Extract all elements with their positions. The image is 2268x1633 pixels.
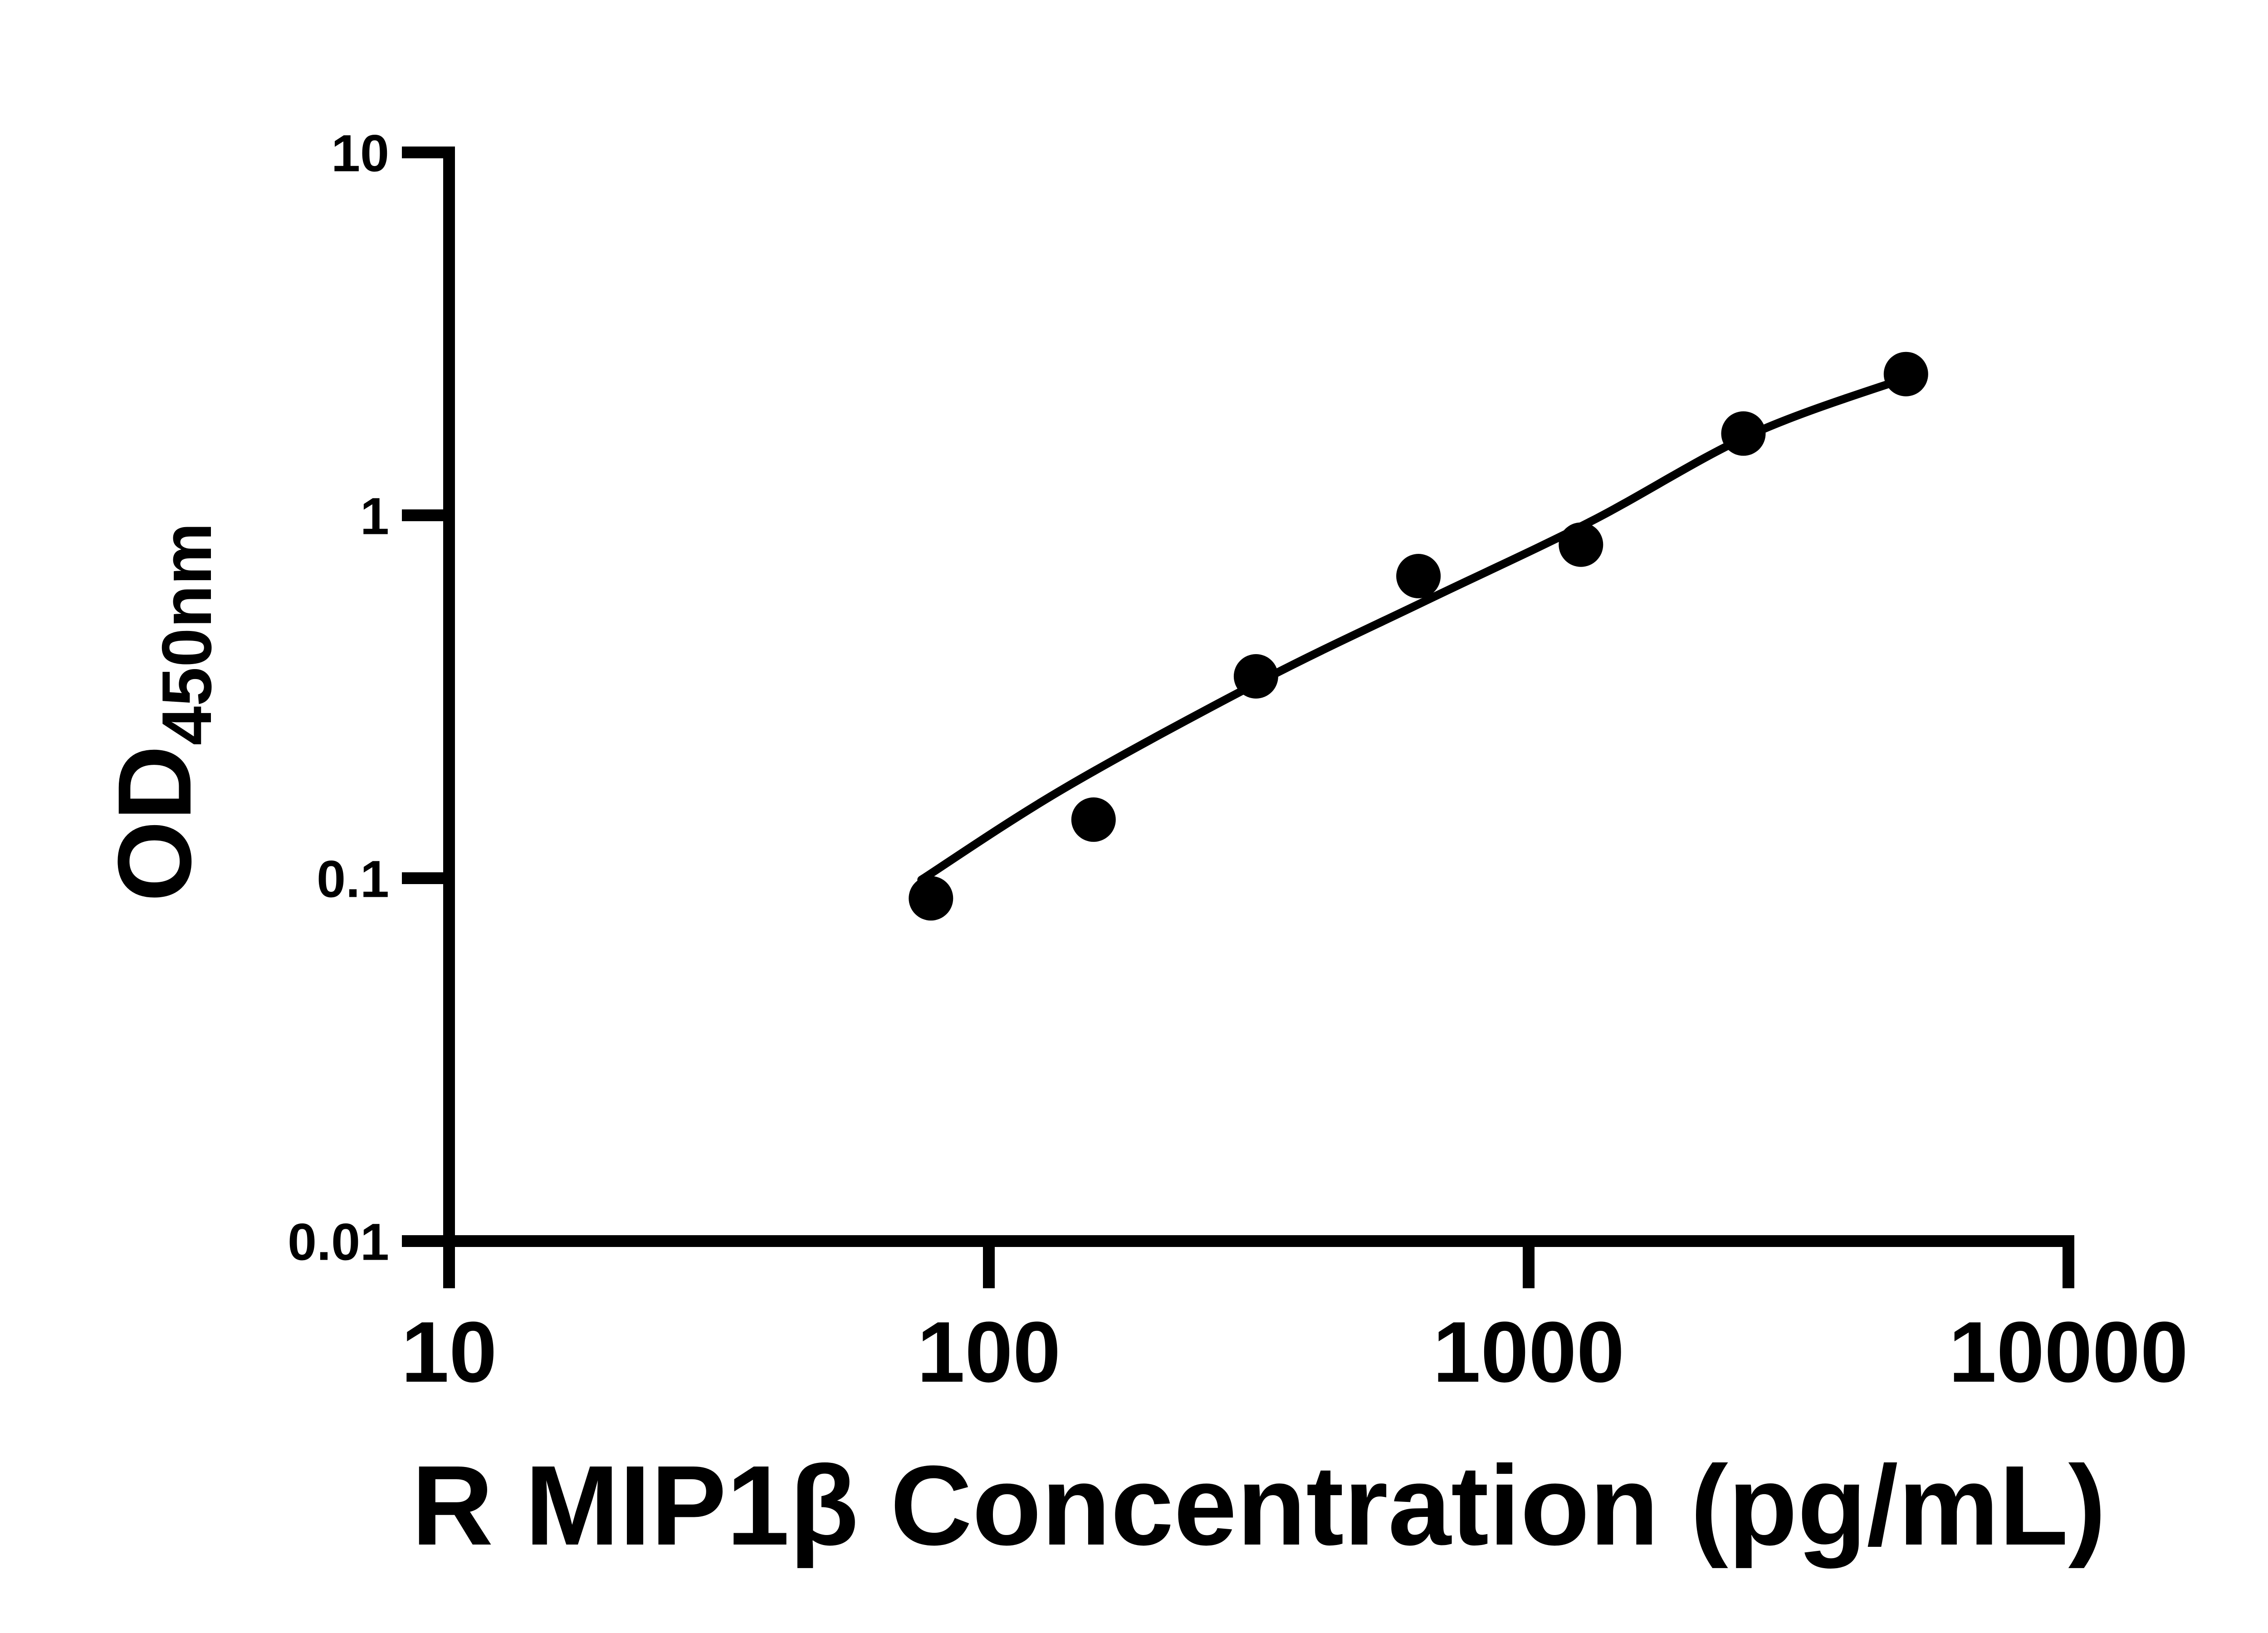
y-axis-tick-labels: 10 1 0.1 0.01 [288, 124, 389, 1271]
x-tick-label: 10000 [1949, 1304, 2188, 1400]
x-axis-title: R MIP1β Concentration (pg/mL) [411, 1442, 2106, 1569]
y-tick-label: 1 [360, 487, 389, 545]
y-axis-title-subscript: 450nm [147, 523, 226, 745]
y-tick-label: 0.1 [317, 850, 389, 908]
data-point [1559, 522, 1603, 567]
data-points [909, 352, 1928, 921]
data-point [1883, 352, 1928, 396]
data-point [1233, 654, 1278, 699]
x-tick-label: 10 [401, 1304, 497, 1400]
data-point [909, 876, 953, 921]
x-axis-ticks [443, 1241, 2074, 1288]
data-point [1721, 411, 1766, 456]
data-point [1071, 797, 1116, 842]
y-axis-ticks [402, 147, 449, 1247]
x-axis-tick-labels: 10 100 1000 10000 [401, 1304, 2188, 1400]
y-axis-title: OD450nm [96, 523, 226, 902]
y-tick-label: 10 [331, 124, 389, 182]
y-axis-title-main: OD [96, 745, 213, 902]
x-tick-label: 100 [917, 1304, 1061, 1400]
y-tick-label: 0.01 [288, 1213, 389, 1271]
axes: 10 1 0.1 0.01 10 100 1000 10000 [288, 124, 2188, 1400]
fit-curve-line [917, 370, 1922, 884]
data-point [1396, 554, 1441, 598]
x-tick-label: 1000 [1433, 1304, 1625, 1400]
